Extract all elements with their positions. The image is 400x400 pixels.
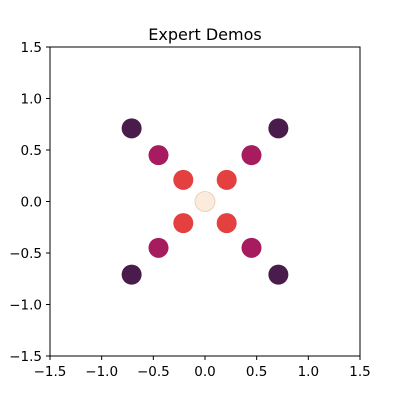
- x-axis: −1.5 −1.0 −0.5 0.0 0.5 1.0 1.5: [34, 356, 371, 380]
- plot-area: [49, 46, 361, 357]
- scatter-point: [216, 169, 237, 190]
- y-tick-label: 0.0: [21, 195, 42, 211]
- chart-title: Expert Demos: [148, 25, 261, 44]
- scatter-point: [216, 213, 237, 234]
- y-tick-label: −1.5: [9, 349, 42, 365]
- scatter-point: [121, 118, 142, 139]
- points-layer: [121, 118, 289, 285]
- scatter-point: [268, 118, 289, 139]
- x-tick-label: 0.0: [194, 364, 215, 380]
- scatter-point: [121, 264, 142, 285]
- y-tick-label: 0.5: [21, 143, 42, 159]
- scatter-point: [148, 237, 169, 258]
- scatter-point: [148, 145, 169, 166]
- x-tick-label: 0.5: [246, 364, 267, 380]
- scatter-point: [173, 213, 194, 234]
- y-tick-label: 1.5: [21, 40, 42, 56]
- x-tick-label: −1.5: [34, 364, 67, 380]
- x-tick-label: 1.5: [349, 364, 370, 380]
- y-tick-label: −1.0: [9, 298, 42, 314]
- scatter-point: [241, 237, 262, 258]
- scatter-point: [194, 191, 216, 212]
- scatter-point: [268, 264, 289, 285]
- y-tick-label: 1.0: [21, 92, 42, 108]
- x-tick-label: 1.0: [298, 364, 319, 380]
- x-tick-label: −1.0: [85, 364, 118, 380]
- scatter-point: [173, 169, 194, 190]
- y-axis: 1.5 1.0 0.5 0.0 −0.5 −1.0 −1.5: [9, 40, 50, 365]
- x-tick-label: −0.5: [137, 364, 170, 380]
- y-tick-label: −0.5: [9, 246, 42, 262]
- scatter-point: [241, 145, 262, 166]
